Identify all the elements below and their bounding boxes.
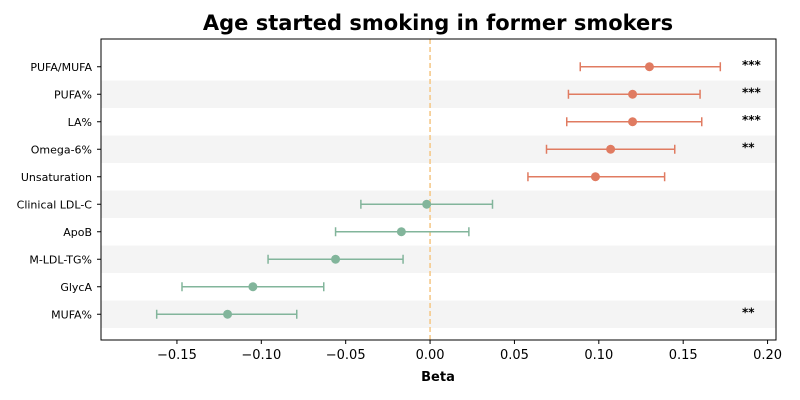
plot-frame	[100, 38, 777, 341]
significance-label: ***	[742, 85, 762, 99]
y-tick-label: M-LDL-TG%	[29, 253, 92, 266]
forest-row	[566, 117, 703, 127]
x-tick-label: 0.10	[584, 348, 613, 363]
x-tick-label: −0.05	[326, 348, 366, 363]
point-estimate	[590, 172, 600, 182]
forest-row	[155, 309, 298, 319]
y-tick-label: Unsaturation	[21, 171, 92, 184]
forest-row	[527, 172, 666, 182]
x-axis: −0.15 −0.10 −0.05 0.00 0.05 0.10 0.15 0.20	[157, 340, 782, 363]
significance-label: **	[742, 140, 755, 154]
significance-label: ***	[742, 58, 762, 72]
point-estimate	[628, 117, 638, 127]
forest-row	[181, 282, 325, 292]
forest-row	[567, 89, 701, 99]
y-tick-label: MUFA%	[51, 308, 92, 321]
y-axis: PUFA/MUFA PUFA% LA% Omega-6% Unsaturation Cli…	[17, 61, 101, 321]
x-tick-label: 0.20	[753, 348, 782, 363]
y-tick-label: PUFA/MUFA	[30, 61, 92, 74]
point-estimate	[248, 282, 258, 292]
point-estimate	[223, 309, 233, 319]
y-tick-label: Omega-6%	[31, 143, 92, 156]
y-tick-label: GlycA	[60, 281, 92, 294]
x-tick-label: −0.10	[241, 348, 281, 363]
y-tick-label: PUFA%	[54, 88, 92, 101]
x-axis-label: Beta	[421, 370, 455, 385]
x-tick-label: 0.05	[500, 348, 529, 363]
point-estimate	[396, 227, 406, 237]
point-estimate	[422, 199, 432, 209]
point-estimate	[644, 62, 654, 72]
point-estimate	[606, 144, 616, 154]
forest-row	[334, 227, 470, 237]
chart-marks	[155, 62, 722, 319]
forest-row	[360, 199, 494, 209]
significance-label: **	[742, 305, 755, 319]
chart-title: Age started smoking in former smokers	[203, 11, 673, 35]
forest-row	[579, 62, 722, 72]
significance-labels: *************	[742, 58, 762, 320]
x-tick-label: 0.00	[416, 348, 445, 363]
y-tick-label: LA%	[68, 116, 92, 129]
significance-label: ***	[742, 113, 762, 127]
point-estimate	[628, 89, 638, 99]
forest-row	[545, 144, 676, 154]
x-tick-label: 0.15	[669, 348, 698, 363]
x-tick-label: −0.15	[157, 348, 197, 363]
point-estimate	[331, 254, 341, 264]
y-tick-label: ApoB	[63, 226, 92, 239]
forest-row	[267, 254, 404, 264]
y-tick-label: Clinical LDL-C	[17, 198, 93, 211]
row-band	[101, 245, 776, 273]
